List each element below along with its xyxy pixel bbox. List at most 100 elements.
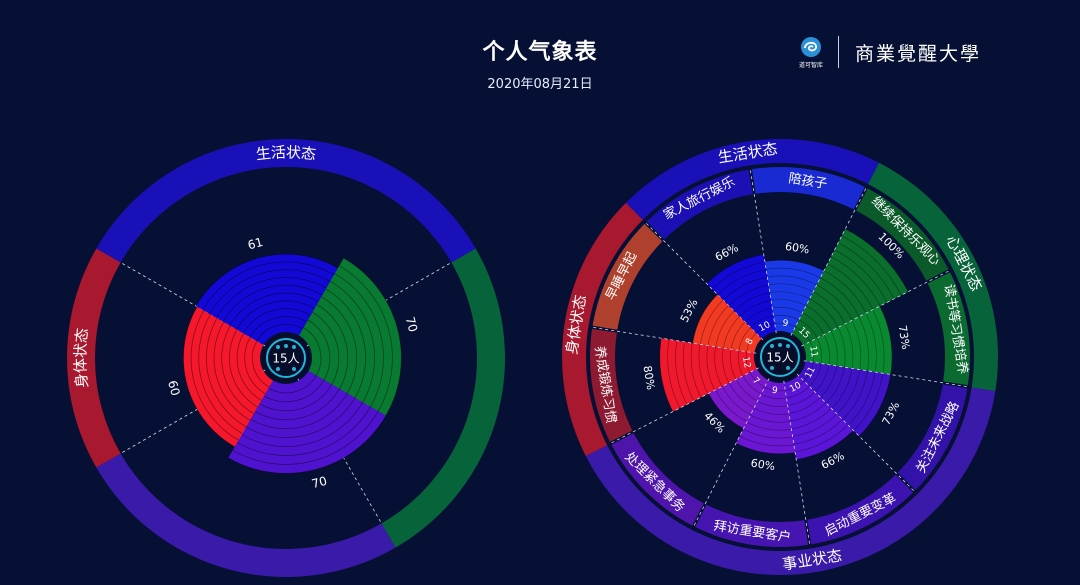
sector-ring-line bbox=[814, 364, 830, 393]
sector-ring-line bbox=[730, 321, 746, 350]
sector-ring-line bbox=[805, 305, 832, 332]
people-group-icon bbox=[770, 343, 790, 370]
sector-ring-line bbox=[750, 315, 774, 328]
sector-ring-line bbox=[706, 254, 764, 284]
sector-ring-line bbox=[682, 341, 695, 402]
sector-count-label: 7 bbox=[750, 376, 761, 387]
sector-ring-line bbox=[307, 319, 331, 381]
sector-ring-line bbox=[823, 270, 867, 314]
sector-ring-line bbox=[879, 305, 893, 375]
people-group-icon bbox=[276, 344, 296, 371]
brand-small-text: 道可智库 bbox=[798, 61, 823, 69]
sector-count-label: 12 bbox=[740, 356, 752, 369]
center-count-label: 15人 bbox=[766, 351, 793, 365]
sector-ring-line bbox=[872, 309, 885, 374]
sector-bar bbox=[708, 368, 769, 429]
center-hub bbox=[262, 334, 310, 382]
sector-ring-line bbox=[330, 280, 375, 403]
sector-ring-line bbox=[198, 314, 243, 434]
sector-ring-line bbox=[809, 363, 822, 387]
sector-ring-line bbox=[837, 242, 895, 300]
sector-ring-line bbox=[847, 372, 876, 426]
sector-ring-line bbox=[845, 228, 909, 292]
sector-bar bbox=[798, 361, 891, 437]
sector-ring-line bbox=[692, 294, 718, 344]
sector-ring-line bbox=[772, 307, 803, 314]
sector-ring-line bbox=[723, 316, 740, 349]
sector-ring-line bbox=[236, 333, 262, 401]
sector-ring-line bbox=[321, 296, 358, 394]
sector-value-label: 70 bbox=[310, 474, 328, 491]
item-band-segment bbox=[897, 384, 968, 491]
sector-ring-line bbox=[711, 261, 766, 290]
sector-ring-line bbox=[737, 350, 744, 377]
sector-ring-line bbox=[254, 388, 340, 421]
sector-ring-line bbox=[769, 291, 810, 300]
sector-ring-line bbox=[263, 379, 325, 403]
page-title: 个人气象表 bbox=[482, 40, 598, 65]
sector-ring-line bbox=[690, 343, 702, 398]
sector-value-label: 73% bbox=[880, 400, 903, 428]
sector-ring-line bbox=[241, 402, 364, 447]
sector-ring-line bbox=[735, 442, 796, 455]
sector-ring-line bbox=[785, 380, 805, 391]
sector-value-label: 73% bbox=[896, 324, 913, 350]
outer-ring-segment bbox=[625, 138, 879, 220]
sector-ring-line bbox=[796, 430, 854, 460]
sector-ring-line bbox=[707, 305, 729, 346]
sector-ring-line bbox=[773, 314, 800, 321]
sector-count-label: 11 bbox=[804, 365, 818, 380]
sector-ring-line bbox=[339, 265, 393, 412]
sector-ring-line bbox=[722, 386, 751, 415]
sector-ring-line bbox=[836, 369, 861, 415]
sector-ring-line bbox=[809, 341, 815, 363]
sector-ring-line bbox=[853, 373, 884, 431]
sector-count-label: 8 bbox=[744, 337, 756, 347]
sector-ring-line bbox=[237, 406, 371, 456]
sector-ring-line bbox=[206, 317, 247, 428]
sector-ring-line bbox=[798, 319, 818, 339]
sector-ring-line bbox=[717, 269, 767, 295]
sector-ring-line bbox=[786, 386, 810, 399]
sector-ring-line bbox=[236, 300, 315, 330]
center-hub-ring bbox=[266, 338, 306, 378]
sector-divider bbox=[779, 356, 968, 388]
sector-ring-line bbox=[791, 408, 832, 430]
sector-ring-line bbox=[303, 327, 322, 376]
sector-ring-line bbox=[221, 325, 255, 415]
sector-ring-line bbox=[793, 419, 843, 445]
sector-ring-line bbox=[790, 402, 827, 422]
sector-ring-line bbox=[728, 382, 755, 409]
sector-value-label: 66% bbox=[713, 241, 741, 264]
item-band-segment bbox=[807, 474, 914, 545]
sector-count-label: 10 bbox=[788, 381, 803, 395]
sector-ring-line bbox=[816, 337, 822, 364]
sector-ring-line bbox=[743, 428, 793, 439]
sector-bar bbox=[692, 294, 762, 353]
report-date: 2020年08月21日 bbox=[487, 77, 593, 92]
outer-ring-segment bbox=[585, 387, 996, 575]
sector-ring-line bbox=[706, 345, 716, 391]
center-hub bbox=[756, 333, 804, 381]
sector-bar bbox=[183, 306, 273, 447]
sector-ring-line bbox=[245, 397, 356, 438]
sector-ring-line bbox=[865, 313, 877, 373]
sector-ring-line bbox=[728, 284, 769, 306]
sector-ring-line bbox=[816, 284, 853, 321]
sector-ring-line bbox=[228, 329, 258, 408]
sector-value-label: 53% bbox=[678, 297, 701, 325]
sector-ring-line bbox=[760, 393, 787, 400]
sector-ring-line bbox=[268, 375, 317, 394]
sector-ring-line bbox=[767, 275, 817, 286]
sector-divider bbox=[779, 270, 950, 358]
sector-ring-line bbox=[195, 253, 339, 307]
brand-block: 道可智库 商業覺醒大學 bbox=[794, 34, 994, 70]
sector-ring-line bbox=[827, 263, 874, 310]
sector-count-label: 11 bbox=[807, 345, 819, 358]
sector-ring-line bbox=[202, 261, 335, 311]
sector-value-label: 60 bbox=[165, 379, 182, 397]
sector-bar bbox=[299, 258, 402, 416]
sector-value-label: 60% bbox=[750, 457, 776, 474]
sector-count-label: 9 bbox=[771, 386, 778, 397]
